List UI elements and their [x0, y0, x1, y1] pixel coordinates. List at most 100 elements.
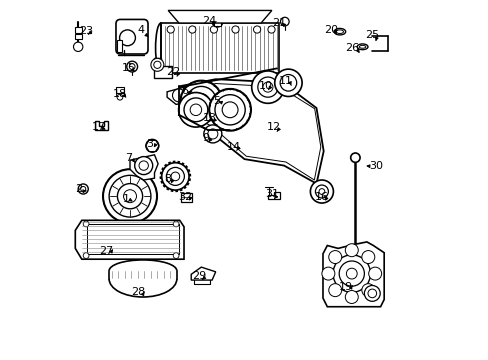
Circle shape — [203, 125, 222, 143]
Circle shape — [267, 26, 275, 33]
Circle shape — [368, 267, 381, 280]
Circle shape — [145, 139, 159, 152]
Text: 9: 9 — [202, 132, 209, 143]
Circle shape — [310, 180, 333, 203]
Circle shape — [83, 221, 89, 227]
Circle shape — [117, 94, 122, 100]
Text: 25: 25 — [365, 30, 379, 40]
Text: 24: 24 — [202, 16, 216, 26]
Circle shape — [172, 89, 185, 102]
Text: 13: 13 — [203, 113, 217, 123]
Polygon shape — [267, 192, 279, 199]
Circle shape — [367, 289, 376, 298]
Text: 12: 12 — [266, 122, 281, 132]
Circle shape — [364, 285, 380, 301]
Circle shape — [361, 284, 374, 297]
Ellipse shape — [333, 28, 345, 35]
Text: 27: 27 — [99, 246, 113, 256]
Circle shape — [166, 167, 184, 185]
Circle shape — [361, 251, 374, 264]
Text: 5: 5 — [213, 96, 220, 106]
Text: 10: 10 — [258, 81, 272, 91]
Circle shape — [173, 253, 179, 258]
Circle shape — [210, 26, 217, 33]
Circle shape — [139, 161, 148, 170]
Circle shape — [190, 104, 201, 116]
Circle shape — [78, 184, 88, 194]
Text: 16: 16 — [314, 192, 328, 202]
Bar — [181, 193, 191, 202]
Circle shape — [346, 268, 356, 279]
Bar — [75, 27, 81, 33]
Circle shape — [332, 255, 370, 292]
Text: 31: 31 — [264, 189, 278, 199]
Text: 7: 7 — [125, 153, 132, 163]
Circle shape — [209, 89, 250, 131]
Text: 1: 1 — [122, 194, 130, 204]
Bar — [161, 23, 279, 73]
Text: 4: 4 — [137, 24, 144, 35]
Text: 14: 14 — [226, 141, 240, 152]
Circle shape — [321, 267, 334, 280]
Text: 17: 17 — [91, 122, 105, 132]
FancyBboxPatch shape — [116, 19, 148, 54]
Circle shape — [153, 61, 161, 68]
Circle shape — [73, 42, 82, 51]
Text: 15: 15 — [122, 63, 135, 73]
Circle shape — [328, 251, 341, 264]
Circle shape — [178, 93, 213, 127]
Circle shape — [123, 190, 136, 203]
Text: 19: 19 — [338, 282, 352, 292]
Ellipse shape — [356, 44, 367, 50]
Polygon shape — [130, 155, 158, 180]
Circle shape — [103, 169, 157, 223]
Circle shape — [328, 284, 341, 297]
Circle shape — [180, 81, 222, 122]
Text: 3: 3 — [146, 139, 153, 149]
Circle shape — [207, 129, 218, 139]
Bar — [87, 224, 178, 254]
Circle shape — [109, 175, 151, 217]
Text: 8: 8 — [163, 174, 171, 184]
Circle shape — [186, 86, 216, 117]
Circle shape — [167, 26, 174, 33]
Circle shape — [339, 261, 364, 286]
Bar — [213, 22, 221, 26]
Text: 20: 20 — [323, 24, 337, 35]
Bar — [117, 40, 122, 52]
Text: 2: 2 — [75, 184, 82, 194]
Polygon shape — [167, 86, 192, 104]
Circle shape — [263, 82, 272, 92]
Circle shape — [274, 69, 302, 96]
Text: 11: 11 — [278, 76, 292, 86]
Bar — [75, 34, 81, 39]
Circle shape — [251, 71, 284, 103]
Circle shape — [345, 291, 358, 303]
Circle shape — [257, 77, 277, 97]
Polygon shape — [168, 10, 271, 23]
Circle shape — [151, 58, 163, 71]
Text: 21: 21 — [272, 18, 286, 28]
Text: 26: 26 — [345, 42, 359, 53]
Polygon shape — [75, 220, 183, 259]
Text: 6: 6 — [181, 86, 188, 96]
Text: 30: 30 — [368, 161, 382, 171]
Circle shape — [183, 98, 207, 122]
Circle shape — [120, 30, 135, 46]
Circle shape — [318, 189, 324, 194]
Circle shape — [231, 26, 239, 33]
Circle shape — [81, 186, 85, 192]
Circle shape — [129, 64, 135, 69]
Circle shape — [212, 16, 223, 27]
Circle shape — [350, 153, 359, 162]
Ellipse shape — [336, 30, 343, 33]
Circle shape — [193, 94, 209, 109]
Circle shape — [134, 157, 152, 175]
Text: 22: 22 — [166, 67, 181, 77]
Circle shape — [222, 102, 238, 118]
Text: 28: 28 — [131, 287, 145, 297]
Circle shape — [126, 61, 137, 72]
Text: 23: 23 — [79, 26, 93, 36]
Text: 18: 18 — [113, 89, 127, 99]
Circle shape — [117, 184, 142, 209]
